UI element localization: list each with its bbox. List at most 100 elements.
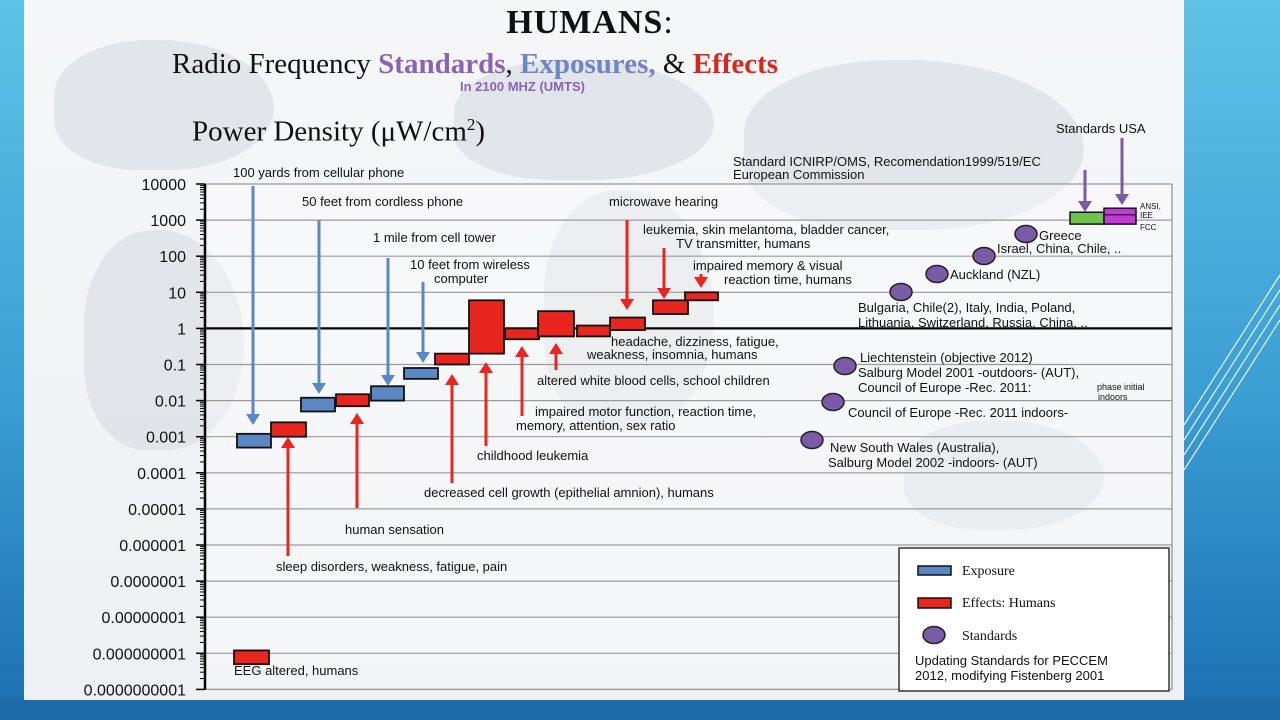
effect-label: decreased cell growth (epithelial amnion… xyxy=(424,485,714,500)
effect-bar xyxy=(684,291,719,302)
slide-subtitle: Radio Frequency Standards, Exposures, & … xyxy=(172,48,779,80)
y-tick-label: 0.0000001 xyxy=(110,574,186,591)
exposure-label: 10 feet from wireless xyxy=(410,257,530,272)
exposure-label: computer xyxy=(434,271,489,286)
standard-label: New South Wales (Australia), xyxy=(830,440,999,455)
standard-dot xyxy=(833,356,857,376)
frame-left xyxy=(0,0,24,720)
y-tick-label: 0.00001 xyxy=(128,502,186,519)
standard-label: Auckland (NZL) xyxy=(950,267,1040,282)
standard-dot xyxy=(800,430,824,450)
standard-note: phase initial xyxy=(1097,382,1145,392)
y-tick-label: 0.00000001 xyxy=(101,610,186,627)
standard-dot xyxy=(925,264,949,284)
effect-bar xyxy=(504,327,540,341)
standard-label: Lithuania, Switzerland, Russia, China, .… xyxy=(858,315,1088,330)
exposure-arrow xyxy=(246,186,260,425)
effect-bar xyxy=(652,299,689,315)
standard-dot xyxy=(889,282,913,302)
standard-label: Greece xyxy=(1039,228,1082,243)
standard-label: Council of Europe -Rec. 2011: xyxy=(858,380,1031,395)
effect-arrow xyxy=(657,248,671,299)
y-tick-label: 0.1 xyxy=(164,358,186,375)
standard-note: indoors xyxy=(1098,392,1128,402)
standard-dot xyxy=(972,246,996,266)
y-tick-label: 0.000001 xyxy=(119,538,186,555)
effect-label: childhood leukemia xyxy=(477,448,589,463)
usa-sublabel: ANSI, xyxy=(1140,202,1161,211)
effect-arrow xyxy=(694,274,708,288)
y-tick-label: 1000 xyxy=(150,213,186,230)
effect-label: impaired memory & visual xyxy=(693,258,843,273)
effect-label: human sensation xyxy=(345,522,444,537)
legend-note: 2012, modifying Fistenberg 2001 xyxy=(915,668,1104,683)
effect-arrow xyxy=(281,437,295,556)
usa-sublabel: IEE xyxy=(1140,211,1153,220)
y-tick-label: 0.000000001 xyxy=(93,646,187,663)
exposure-bar xyxy=(403,367,439,380)
decorative-lines xyxy=(1184,274,1280,471)
effect-bar xyxy=(609,316,646,331)
effect-label: headache, dizziness, fatigue, xyxy=(611,334,779,349)
frame-right xyxy=(1184,0,1280,720)
y-tick-label: 100 xyxy=(159,249,186,266)
standard-dot xyxy=(821,392,845,412)
effect-label: EEG altered, humans xyxy=(234,663,359,678)
exposure-arrow xyxy=(416,282,430,363)
effect-label: memory, attention, sex ratio xyxy=(516,418,675,433)
standard-label: Bulgaria, Chile(2), Italy, India, Poland… xyxy=(858,300,1075,315)
effect-arrow xyxy=(620,220,634,310)
effect-bar xyxy=(270,421,307,438)
slide-title: HUMANS: xyxy=(506,4,674,41)
effect-label: reaction time, humans xyxy=(724,272,852,287)
exposure-bar xyxy=(236,432,272,449)
effect-arrow xyxy=(549,343,563,370)
frame-bottom xyxy=(0,700,1280,720)
exposure-bar xyxy=(370,385,405,402)
icnirp-arrow xyxy=(1078,170,1092,212)
icnirp-bar xyxy=(1069,211,1105,225)
y-axis-title: Power Density (μW/cm2) xyxy=(192,115,486,148)
effect-bar xyxy=(335,393,370,408)
usa-standards-bar xyxy=(1103,207,1137,225)
standard-label: Salburg Model 2002 -indoors- (AUT) xyxy=(828,455,1038,470)
exposure-label: 50 feet from cordless phone xyxy=(302,194,463,209)
legend-standards-label: Standards xyxy=(962,629,1017,644)
exposure-label: 100 yards from cellular phone xyxy=(233,165,404,180)
effect-bar xyxy=(468,299,505,355)
effect-bar xyxy=(434,352,470,366)
y-tick-label: 1 xyxy=(177,321,186,338)
effect-label: impaired motor function, reaction time, xyxy=(535,404,756,419)
legend-standards-swatch xyxy=(922,625,946,645)
effect-label: sleep disorders, weakness, fatigue, pain xyxy=(276,559,507,574)
usa-standards-arrow xyxy=(1115,138,1129,205)
effect-label: leukemia, skin melantoma, bladder cancer… xyxy=(643,222,889,237)
icnirp-label: Standard ICNIRP/OMS, Recomendation1999/5… xyxy=(733,154,1041,169)
legend-exposure-label: Exposure xyxy=(962,564,1015,579)
legend-effects-swatch xyxy=(917,597,952,609)
y-tick-label: 0.01 xyxy=(155,394,186,411)
effect-arrow xyxy=(445,374,459,483)
band-note: In 2100 MHZ (UMTS) xyxy=(460,79,585,94)
y-tick-label: 0.0001 xyxy=(137,466,186,483)
effect-label: altered white blood cells, school childr… xyxy=(537,373,770,388)
effect-arrow xyxy=(350,413,364,508)
effect-label: TV transmitter, humans xyxy=(676,236,811,251)
exposure-arrow xyxy=(312,220,326,394)
icnirp-label: European Commission xyxy=(733,167,865,182)
legend-exposure-swatch xyxy=(917,565,952,576)
standard-label: Council of Europe -Rec. 2011 indoors- xyxy=(848,405,1068,420)
exposure-label: 1 mile from cell tower xyxy=(373,230,496,245)
legend-effects-label: Effects: Humans xyxy=(962,596,1055,611)
exposure-bar xyxy=(300,396,336,413)
exposure-arrow xyxy=(381,258,395,386)
y-tick-label: 10 xyxy=(168,285,186,302)
slide xyxy=(24,0,1184,700)
effect-bar xyxy=(576,324,611,338)
standard-dot xyxy=(1014,224,1038,244)
effect-bar xyxy=(233,649,270,666)
usa-sublabel: FCC xyxy=(1140,223,1157,232)
effect-arrow xyxy=(479,362,493,446)
usa-standards-label: Standards USA xyxy=(1056,121,1146,136)
